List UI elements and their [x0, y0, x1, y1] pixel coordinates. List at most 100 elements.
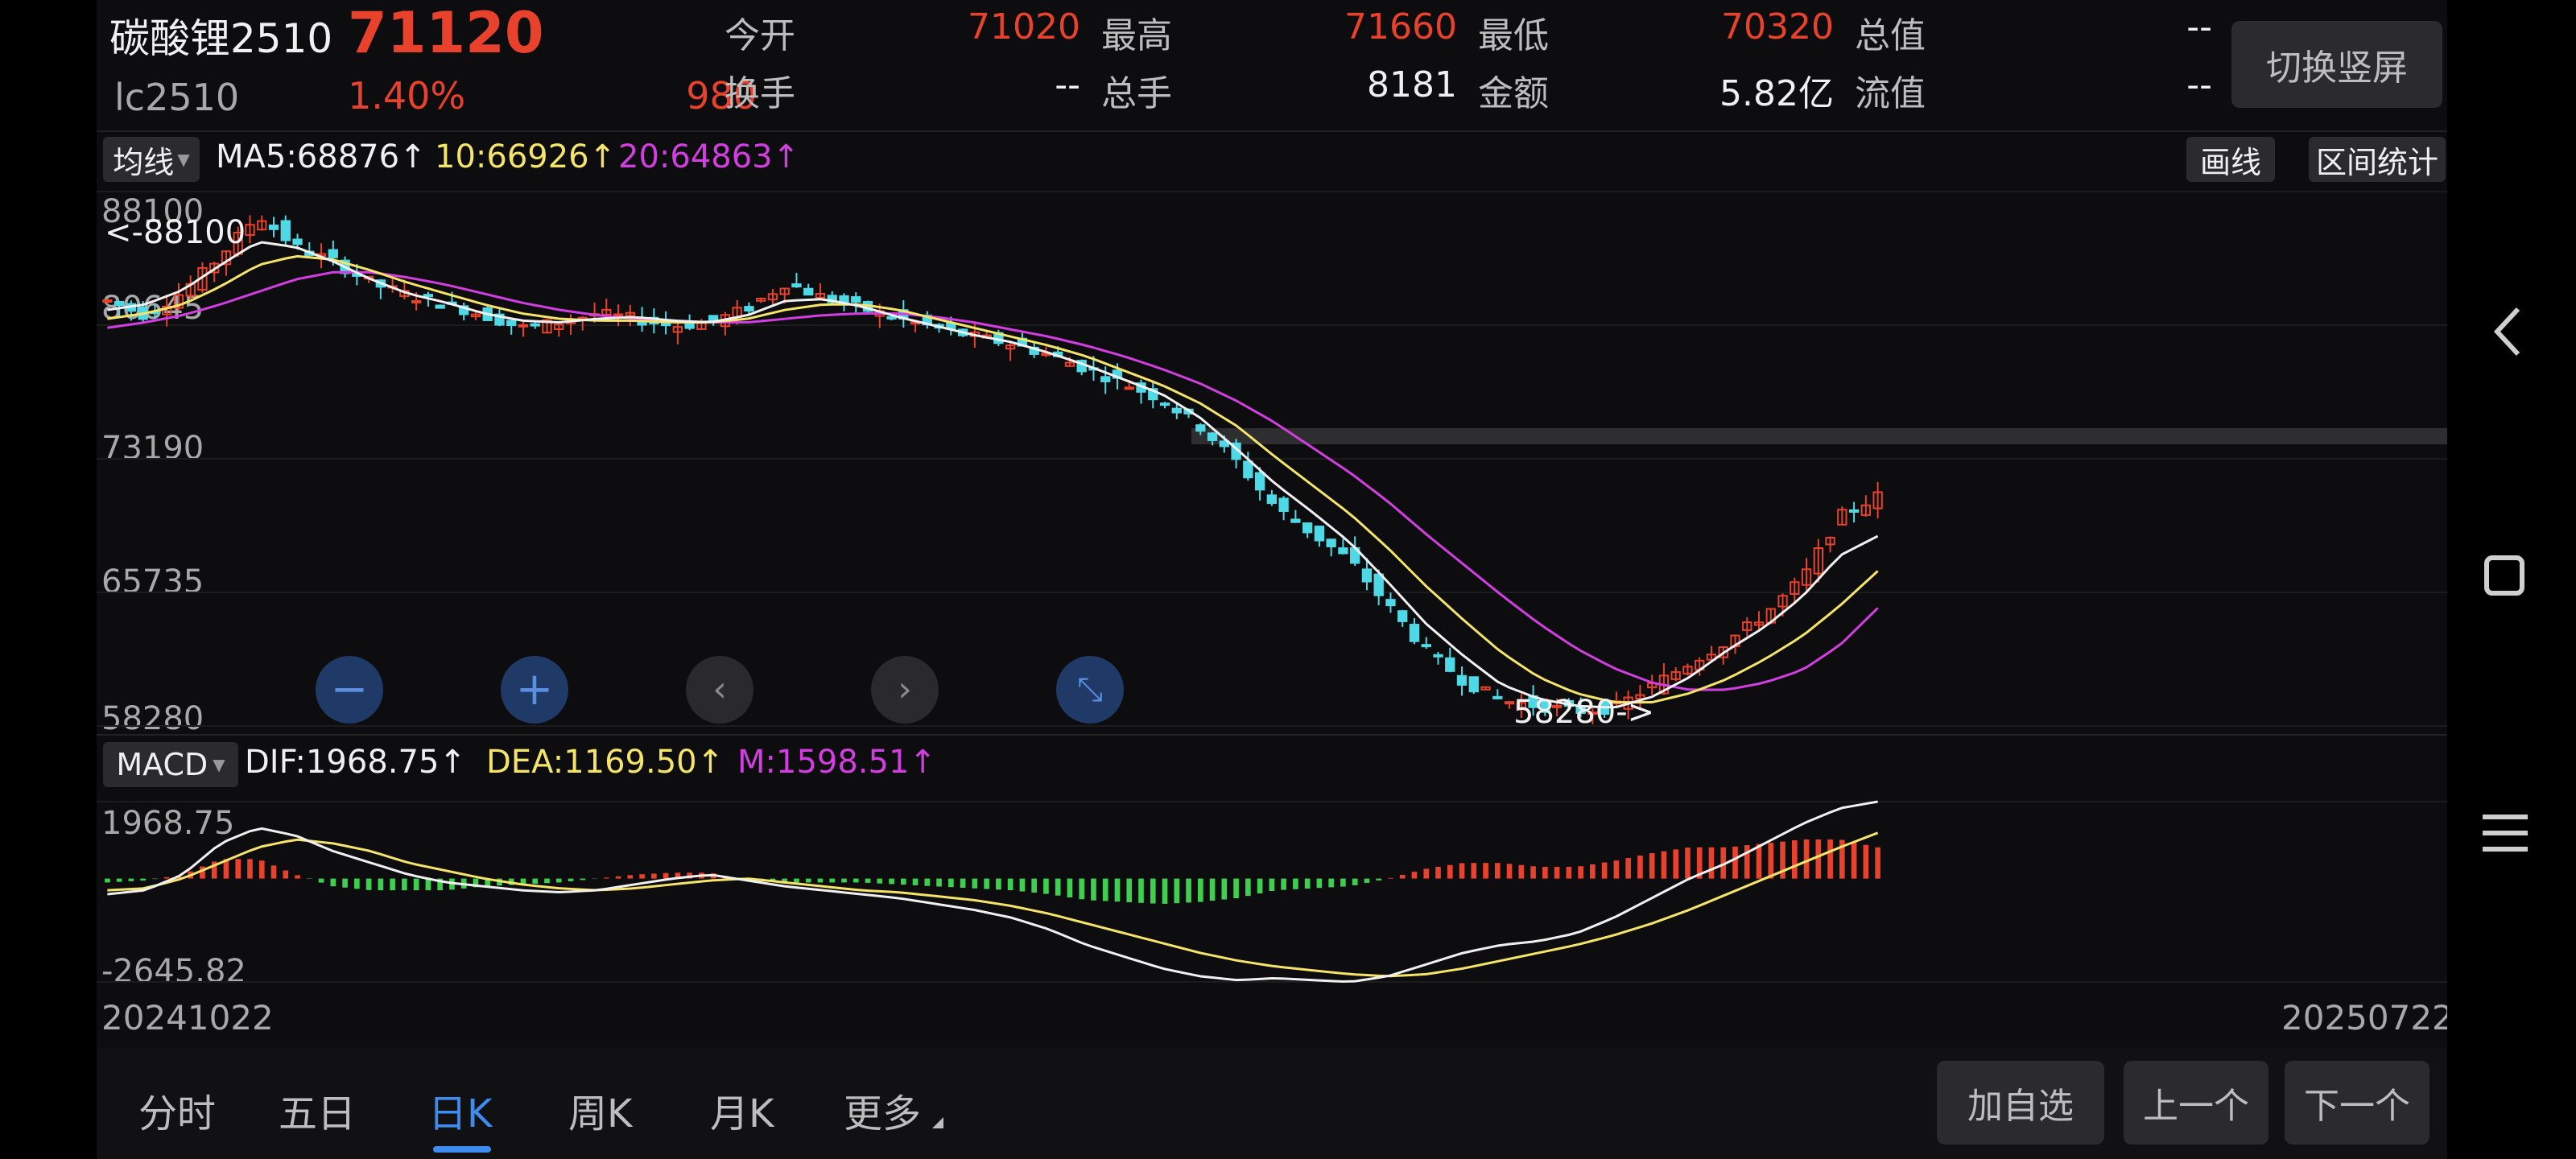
candle-body — [292, 238, 303, 245]
macd-axis-max: 1968.75 — [101, 805, 235, 842]
candle-body — [1540, 700, 1550, 713]
candlestick-chart[interactable] — [97, 187, 2447, 734]
minus-icon: − — [330, 663, 369, 716]
candle-body — [1790, 581, 1800, 596]
candle-body — [803, 287, 814, 296]
candle-body — [1421, 644, 1431, 648]
candle-body — [494, 313, 505, 326]
candle-body — [1872, 491, 1883, 509]
candle-body — [756, 297, 766, 302]
switch-portrait-button[interactable]: 切换竖屏 — [2231, 21, 2442, 108]
candle-body — [1159, 402, 1170, 406]
price-band — [1191, 428, 2447, 444]
app-window: 碳酸锂2510 71120 lc2510 1.40% 980 今开 71020 最高… — [97, 0, 2454, 1159]
collapse-button[interactable]: ⤡ — [1056, 656, 1124, 724]
tab-more[interactable]: 更多 — [844, 1091, 922, 1136]
candle-body — [815, 293, 826, 299]
candle-body — [268, 225, 279, 230]
candle-body — [1005, 344, 1016, 350]
end-date: 20250722 — [2281, 998, 2454, 1037]
tab-monthly-k[interactable]: 月K — [710, 1091, 774, 1136]
tab-intraday[interactable]: 分时 — [138, 1091, 217, 1136]
candle-body — [1361, 568, 1373, 583]
price-axis-min: 58280 — [101, 700, 204, 737]
change-percent: 1.40% — [348, 74, 466, 118]
candle-body — [1468, 676, 1479, 693]
ma10-value: 10:66926↑ — [435, 138, 617, 175]
candle-body — [1338, 547, 1348, 555]
candle-body — [1575, 706, 1586, 714]
candle-body — [791, 283, 802, 288]
ma5-value: MA5:68876↑ — [216, 138, 427, 175]
stat-label: 今开 — [724, 15, 795, 56]
candle-body — [1801, 568, 1812, 586]
candle-body — [613, 313, 624, 317]
candle-body — [1777, 595, 1788, 608]
candle-body — [1148, 388, 1158, 401]
candle-body — [1587, 711, 1598, 716]
back-icon[interactable] — [2483, 298, 2534, 365]
ma-selector[interactable]: 均线 ▼ — [103, 137, 200, 182]
low-marker: 58280-> — [1513, 694, 1655, 731]
dif-value: DIF:1968.75↑ — [245, 744, 466, 781]
tab-five-day[interactable]: 五日 — [279, 1091, 357, 1136]
system-nav-bar — [2447, 0, 2576, 1159]
ma5-line — [107, 241, 1879, 709]
candle-body — [1445, 657, 1455, 672]
price-axis-max: 88100 — [101, 193, 204, 230]
contract-code: lc2510 — [114, 76, 240, 119]
candle-body — [1266, 494, 1278, 505]
scroll-right-button[interactable]: › — [871, 656, 939, 724]
candle-body — [1064, 361, 1075, 367]
candle-body — [1195, 424, 1206, 432]
macd-selector[interactable]: MACD ▼ — [103, 742, 238, 787]
candle-body — [554, 324, 564, 331]
stat-label: 换手 — [724, 73, 795, 114]
scroll-left-button[interactable]: ‹ — [686, 656, 753, 724]
candle-body — [1813, 547, 1823, 575]
stat-label: 总手 — [1101, 73, 1172, 114]
macd-chart[interactable] — [97, 792, 2447, 988]
candle-body — [1243, 460, 1253, 479]
add-watchlist-button[interactable]: 加自选 — [1937, 1061, 2104, 1145]
dea-value: DEA:1169.50↑ — [486, 744, 724, 781]
recents-icon[interactable] — [2483, 811, 2528, 853]
next-button[interactable]: 下一个 — [2285, 1061, 2429, 1145]
candle-body — [173, 294, 184, 309]
candle-body — [209, 262, 220, 274]
candle-body — [1456, 674, 1468, 686]
ma20-value: 20:64863↑ — [618, 138, 800, 175]
candle-body — [114, 300, 125, 307]
tab-weekly-k[interactable]: 周K — [568, 1091, 633, 1136]
candle-body — [1635, 694, 1645, 700]
stat-value: 5.82亿 — [1719, 73, 1834, 114]
stat-value: 8181 — [1367, 64, 1457, 105]
candle-body — [1682, 666, 1693, 674]
stat-value: -- — [2186, 64, 2212, 105]
candle-body — [1848, 509, 1860, 513]
macd-axis-min: -2645.82 — [101, 953, 246, 990]
candle-body — [1314, 526, 1325, 542]
contract-name: 碳酸锂2510 — [109, 15, 333, 62]
candle-body — [1326, 538, 1336, 548]
stat-value: -- — [1055, 64, 1080, 105]
candle-body — [1219, 440, 1229, 448]
candle-body — [1124, 386, 1134, 390]
zoom-out-button[interactable]: − — [316, 656, 383, 724]
m-value: M:1598.51↑ — [737, 744, 936, 781]
stat-label: 总值 — [1855, 15, 1926, 56]
previous-button[interactable]: 上一个 — [2124, 1061, 2268, 1145]
candle-body — [1385, 599, 1396, 607]
draw-line-button[interactable]: 画线 — [2186, 137, 2275, 182]
candle-body — [1504, 701, 1515, 705]
tab-daily-k[interactable]: 日K — [428, 1091, 493, 1136]
change-amount: 980 — [686, 74, 757, 118]
candle-body — [459, 305, 469, 316]
home-icon[interactable] — [2484, 555, 2524, 596]
candle-body — [684, 322, 695, 329]
range-stats-button[interactable]: 区间统计 — [2309, 137, 2446, 182]
candle-body — [1753, 621, 1765, 626]
zoom-in-button[interactable]: + — [501, 656, 568, 724]
candle-body — [1373, 573, 1384, 596]
candle-body — [744, 306, 754, 311]
